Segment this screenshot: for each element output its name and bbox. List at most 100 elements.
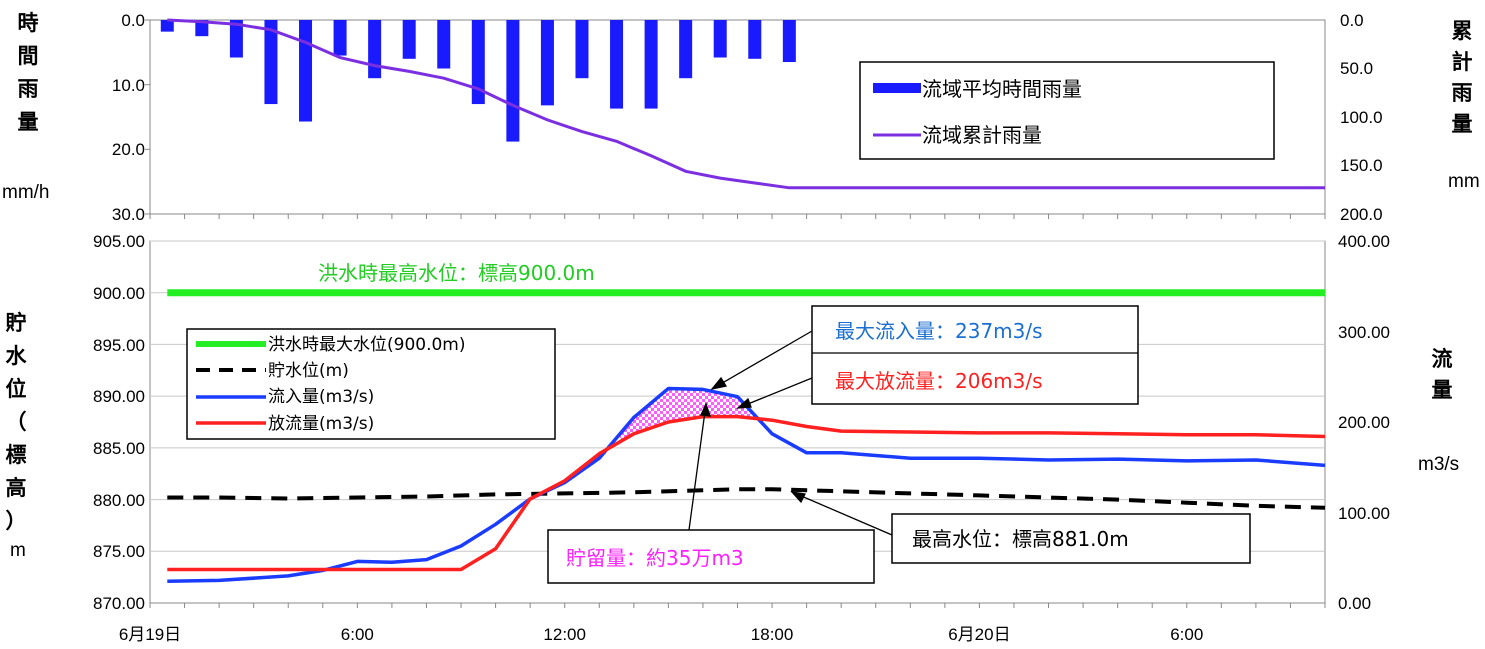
cum-ylabel-char-1: 計 (1452, 50, 1473, 74)
level-y-tick-875: 875.00 (93, 542, 145, 561)
level-ylabel-char-6: ） (6, 509, 27, 533)
legend-label-cum-line: 流域累計雨量 (922, 123, 1042, 147)
arrow-max-level-head (790, 491, 806, 504)
rainfall-panel: 0.0 10.0 20.0 30.0 0.0 50.0 100.0 150.0 … (2, 11, 1480, 224)
time-axis-tick-marks (149, 214, 1326, 608)
rain-bar-8 (437, 20, 451, 69)
x-tick-label-3: 18:00 (751, 625, 794, 644)
water-level-line (167, 487, 1326, 510)
max-level-callout: 最高水位：標高881.0m (891, 513, 1251, 564)
rain-bar-14 (644, 20, 658, 109)
cum-y-tick-4: 200.0 (1340, 205, 1383, 224)
x-tick-label-2: 12:00 (543, 625, 586, 644)
time-axis-labels: 6月19日 6:00 12:00 18:00 6月20日 6:00 (119, 625, 1203, 644)
x-tick-label-4: 6月20日 (948, 625, 1010, 644)
rain-bar-16 (713, 20, 727, 58)
max-inflow-box (811, 305, 1139, 405)
rain-bar-9 (471, 20, 485, 105)
cum-y-tick-0: 0.0 (1340, 11, 1364, 30)
rain-ylabel-char-2: 雨 (18, 77, 39, 101)
flow-y-tick-300: 300.00 (1338, 323, 1390, 342)
reservoir-panel: 905.00 900.00 895.00 890.00 885.00 880.0… (6, 214, 1459, 644)
rain-bar-15 (679, 20, 693, 79)
rain-bar-7 (402, 20, 416, 59)
arrow-max-inflow-line (711, 330, 813, 390)
level-y-unit: m (10, 540, 26, 561)
storage-box (547, 529, 875, 584)
rainfall-legend: 流域平均時間雨量 流域累計雨量 (859, 61, 1275, 160)
arrow-max-inflow-head (710, 376, 728, 391)
level-ylabel-char-5: 高 (6, 476, 27, 500)
rain-y-tick-3: 30.0 (112, 205, 145, 224)
rain-bar-11 (540, 20, 554, 106)
level-y-tick-900: 900.00 (93, 284, 145, 303)
rain-bar-13 (610, 20, 624, 109)
inflow-line (167, 386, 1326, 584)
level-ylabel-char-2: 位 (6, 377, 27, 401)
rain-ylabel-char-3: 量 (18, 110, 39, 134)
rain-bar-5 (333, 20, 347, 56)
rain-ylabel-char-1: 間 (18, 44, 39, 68)
rain-bar-2 (229, 20, 243, 58)
reservoir-legend: 洪水時最大水位(900.0m) 貯水位(m) 流入量(m3/s) 放流量(m3/… (186, 328, 556, 440)
flow-y-tick-400: 400.00 (1338, 232, 1390, 251)
max-inflow-label: 最大流入量：237m3/s (835, 319, 1043, 343)
rain-y-tick-2: 20.0 (112, 140, 145, 159)
level-y-tick-885: 885.00 (93, 439, 145, 458)
flow-y-tick-100: 100.00 (1338, 504, 1390, 523)
cumulative-rainfall-line (167, 18, 1325, 190)
flow-y-ticks: 400.00 300.00 200.00 100.00 0.00 (1338, 232, 1390, 613)
rain-bar-6 (368, 20, 382, 79)
arrow-storage-line (688, 403, 707, 531)
outflow-line (167, 414, 1326, 572)
rain-ylabel-char-0: 時 (18, 11, 39, 35)
rain-bar-0 (160, 20, 174, 32)
rainfall-bars (160, 20, 796, 142)
rain-bar-10 (506, 20, 520, 142)
cumulative-y-ticks: 0.0 50.0 100.0 150.0 200.0 (1340, 11, 1383, 224)
level-y-ticks: 905.00 900.00 895.00 890.00 885.00 880.0… (93, 232, 145, 613)
legend-label-rain-bars: 流域平均時間雨量 (922, 77, 1082, 101)
max-inflow-callout: 最大流入量：237m3/s 最大放流量：206m3/s (811, 305, 1139, 405)
rain-bar-1 (195, 20, 209, 37)
rainfall-y-ticks: 0.0 10.0 20.0 30.0 (112, 11, 150, 224)
x-tick-label-0: 6月19日 (119, 625, 181, 644)
cumulative-y-axis-label: 累計雨量 (1452, 19, 1473, 136)
rain-y-tick-0: 0.0 (121, 11, 145, 30)
level-y-tick-890: 890.00 (93, 387, 145, 406)
cum-y-tick-3: 150.0 (1340, 156, 1383, 175)
cum-ylabel-char-2: 雨 (1452, 81, 1473, 105)
legend-label-flood-level: 洪水時最大水位(900.0m) (268, 335, 466, 355)
storage-callout: 貯留量：約35万m3 (547, 529, 875, 584)
flood-level-label: 洪水時最高水位：標高900.0m (318, 261, 595, 285)
cum-y-tick-1: 50.0 (1340, 59, 1373, 78)
flow-y-tick-200: 200.00 (1338, 413, 1390, 432)
legend-label-outflow: 放流量(m3/s) (268, 414, 374, 434)
cum-y-tick-2: 100.0 (1340, 108, 1383, 127)
flow-y-axis-label: 流量 (1432, 347, 1453, 402)
max-level-label: 最高水位：標高881.0m (912, 527, 1129, 551)
rainfall-y-unit: mm/h (2, 182, 50, 203)
max-level-box (891, 513, 1251, 564)
level-ylabel-char-0: 貯 (6, 311, 27, 335)
level-y-axis-label: 貯水位 （ 標高 ） (6, 311, 28, 533)
flow-ylabel-char-1: 量 (1432, 378, 1453, 402)
flow-y-unit: m3/s (1418, 454, 1459, 475)
rainfall-legend-box (859, 61, 1275, 160)
level-y-tick-880: 880.00 (93, 491, 145, 510)
x-tick-label-1: 6:00 (341, 625, 374, 644)
reservoir-series-lines (167, 289, 1326, 584)
arrow-max-outflow-head (736, 397, 752, 409)
arrow-max-level-line (791, 491, 893, 536)
flow-y-tick-0: 0.00 (1338, 594, 1371, 613)
legend-label-water-level: 貯水位(m) (268, 361, 349, 381)
level-ylabel-char-1: 水 (6, 344, 28, 368)
level-y-tick-870: 870.00 (93, 594, 145, 613)
rain-bar-12 (575, 20, 589, 79)
storage-label: 貯留量：約35万m3 (566, 546, 744, 570)
cum-ylabel-char-3: 量 (1452, 112, 1473, 136)
arrow-storage-head (700, 402, 711, 417)
rain-y-tick-1: 10.0 (112, 76, 145, 95)
rainfall-y-axis-label: 時間雨量 (18, 11, 39, 134)
